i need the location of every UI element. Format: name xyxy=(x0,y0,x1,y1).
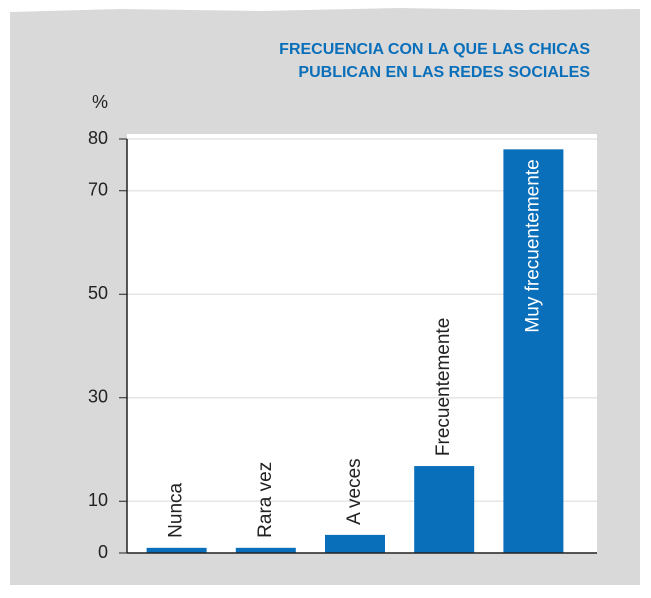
category-label: Rara vez xyxy=(255,462,276,538)
category-label: Frecuentemente xyxy=(433,318,454,456)
chart-title: PUBLICAN EN LAS REDES SOCIALES xyxy=(298,64,590,81)
category-label: A veces xyxy=(344,458,365,525)
bar xyxy=(414,466,475,553)
y-tick-label: 10 xyxy=(88,490,108,510)
bar xyxy=(503,149,564,553)
category-label: Nunca xyxy=(166,482,187,537)
bar xyxy=(325,534,385,553)
y-tick-label: 0 xyxy=(98,542,108,562)
category-label: Muy frecuentemente xyxy=(522,159,543,332)
bar xyxy=(146,547,207,553)
y-tick-label: 80 xyxy=(88,128,108,148)
bar xyxy=(235,547,296,553)
y-tick-label: 30 xyxy=(88,387,108,407)
y-tick-label: 70 xyxy=(88,180,108,200)
y-tick-label: 50 xyxy=(88,283,108,303)
y-axis-label: % xyxy=(92,92,108,112)
chart-title: FRECUENCIA CON LA QUE LAS CHICAS xyxy=(279,41,590,58)
